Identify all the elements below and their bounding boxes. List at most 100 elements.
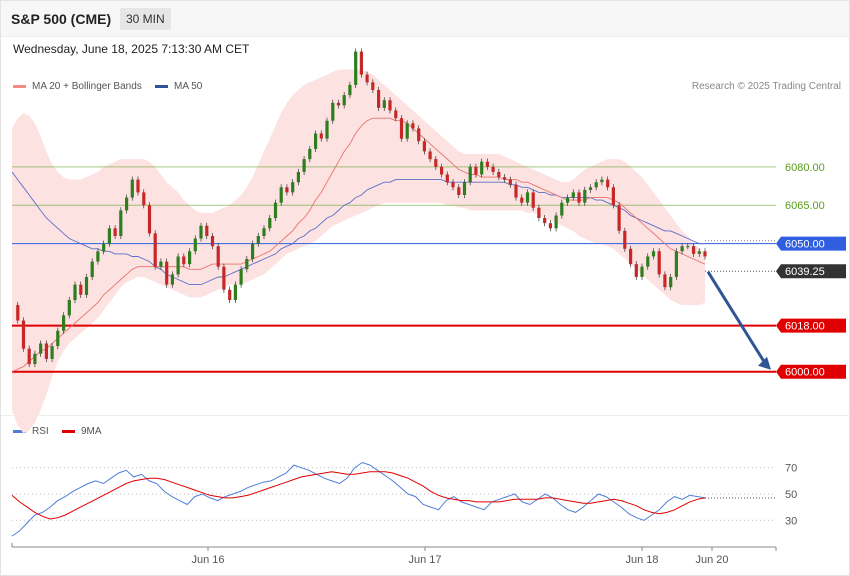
legend-swatch-ma20: [13, 85, 26, 88]
level-label-6065.00: 6065.00: [785, 200, 825, 212]
candle-body: [485, 161, 489, 167]
candle-body: [56, 330, 60, 347]
legend-ma20: MA 20 + Bollinger Bands: [13, 81, 142, 92]
candle-body: [251, 243, 255, 260]
candle-body: [600, 179, 604, 183]
candle-body: [651, 251, 656, 257]
candle-body: [21, 320, 26, 349]
legend-label-9ma: 9MA: [81, 426, 102, 437]
level-label-6018.00: 6018.00: [785, 321, 825, 333]
level-label-6080.00: 6080.00: [785, 162, 825, 174]
level-tag-6050.00: [776, 236, 846, 251]
x-tick-label-0: Jun 16: [191, 554, 224, 566]
candle-body: [640, 266, 644, 277]
candle-body: [107, 228, 111, 244]
level-label-6000.00: 6000.00: [785, 367, 825, 379]
candle-body: [623, 230, 627, 249]
candle-body: [514, 184, 518, 198]
candle-body: [199, 225, 203, 239]
candle-body: [560, 202, 564, 216]
rsi-9ma-line: [11, 471, 706, 520]
candle-body: [411, 123, 415, 129]
candle-body: [520, 197, 524, 203]
candle-body: [359, 51, 363, 75]
candle-body: [314, 133, 318, 149]
candle-body: [27, 348, 31, 365]
candle-body: [268, 218, 272, 229]
x-tick-label-2: Jun 18: [625, 554, 658, 566]
candle-body: [188, 251, 192, 265]
bollinger-band: [12, 69, 705, 434]
candle-body: [44, 343, 48, 359]
candle-body: [233, 284, 237, 300]
legend-rsi: RSI: [13, 426, 49, 437]
candle-body: [388, 100, 392, 111]
x-tick-label-1: Jun 17: [408, 554, 441, 566]
candle-body: [680, 246, 684, 252]
candle-body: [583, 189, 587, 203]
candle-body: [50, 346, 54, 359]
candle-body: [503, 177, 507, 180]
panel-separator: [1, 415, 849, 416]
candle-body: [686, 246, 690, 248]
candle-body: [646, 256, 650, 267]
timeframe-badge[interactable]: 30 MIN: [120, 8, 171, 30]
legend-label-ma50: MA 50: [174, 81, 203, 92]
candle-body: [262, 228, 266, 236]
candle-body: [434, 159, 438, 167]
candle-body: [279, 187, 283, 203]
level-label-6050.00: 6050.00: [785, 239, 825, 251]
candle-body: [336, 102, 341, 106]
candle-body: [79, 284, 83, 295]
candle-body: [228, 289, 232, 300]
candle-body: [571, 192, 575, 198]
candle-body: [216, 246, 220, 267]
candle-body: [96, 251, 100, 262]
timestamp: Wednesday, June 18, 2025 7:13:30 AM CET: [13, 42, 250, 56]
candle-body: [182, 256, 186, 265]
candle-body: [291, 182, 295, 193]
legend-9ma: 9MA: [62, 426, 102, 437]
candle-body: [543, 218, 547, 224]
candle-body: [508, 179, 512, 185]
candle-body: [594, 182, 598, 188]
legend-ma50: MA 50: [155, 81, 202, 92]
candle-body: [125, 197, 129, 211]
candle-body: [348, 84, 352, 96]
legend-label-ma20: MA 20 + Bollinger Bands: [32, 81, 142, 92]
candle-body: [302, 159, 306, 172]
candle-body: [285, 187, 289, 193]
candle-body: [153, 233, 157, 267]
candle-body: [577, 192, 581, 203]
candle-body: [382, 100, 386, 108]
candle-body: [657, 251, 661, 275]
instrument-title: S&P 500 (CME): [11, 11, 112, 27]
candle-body: [331, 102, 335, 121]
rsi-tick-label-70: 70: [785, 463, 797, 475]
level-label-6039.25: 6039.25: [785, 266, 825, 278]
candle-body: [394, 110, 398, 119]
level-tag-6018.00: [776, 318, 846, 333]
candle-body: [617, 205, 621, 231]
candle-body: [491, 166, 495, 172]
legend-label-rsi: RSI: [32, 426, 49, 437]
candle-body: [629, 248, 633, 265]
candle-body: [342, 95, 346, 106]
candle-body: [62, 315, 66, 331]
candle-body: [377, 90, 381, 108]
candle-body: [273, 202, 278, 219]
candle-body: [497, 172, 501, 178]
candle-body: [165, 261, 169, 285]
level-tag-6000.00: [776, 364, 846, 379]
forecast-arrow-shaft: [706, 271, 768, 366]
candle-body: [33, 353, 37, 364]
candle-body: [566, 197, 570, 203]
candle-body: [440, 166, 444, 175]
candle-body: [159, 261, 163, 267]
candle-body: [130, 179, 134, 198]
credit-text: Research © 2025 Trading Central: [691, 81, 841, 92]
candle-body: [531, 192, 535, 208]
candle-body: [142, 192, 146, 206]
candle-body: [319, 133, 323, 139]
